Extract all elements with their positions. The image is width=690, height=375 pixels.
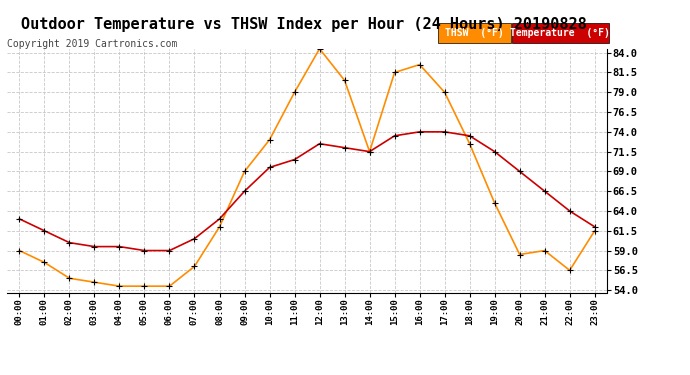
Text: Temperature  (°F): Temperature (°F) — [511, 28, 610, 38]
Text: Outdoor Temperature vs THSW Index per Hour (24 Hours) 20190828: Outdoor Temperature vs THSW Index per Ho… — [21, 17, 586, 32]
Text: Copyright 2019 Cartronics.com: Copyright 2019 Cartronics.com — [7, 39, 177, 50]
Text: THSW  (°F): THSW (°F) — [445, 28, 504, 38]
